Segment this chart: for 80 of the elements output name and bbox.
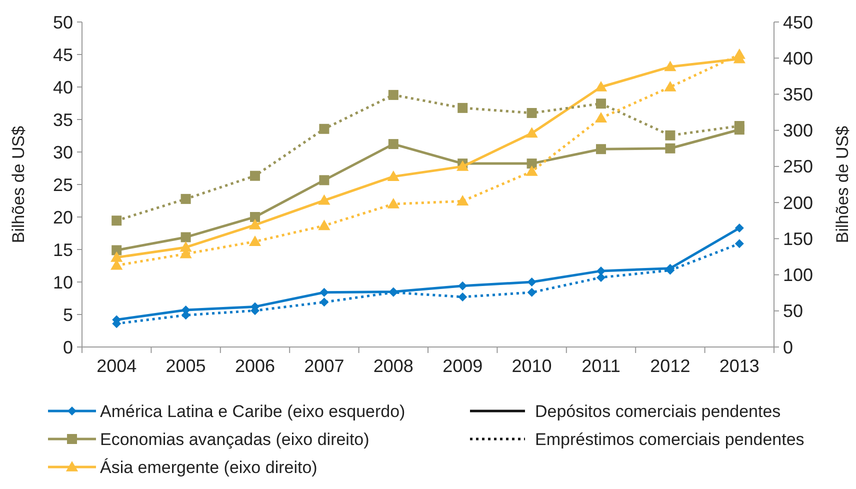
y2-tick-label: 100	[783, 265, 814, 286]
point	[319, 124, 330, 134]
y-tick-label: 25	[52, 174, 73, 195]
y-tick-label: 45	[52, 44, 73, 65]
point	[664, 60, 676, 72]
y-axis-title: Bilhões de US$	[9, 125, 28, 244]
point	[733, 48, 746, 59]
point	[665, 130, 676, 140]
point	[734, 239, 744, 248]
point	[387, 198, 400, 208]
point	[664, 80, 676, 92]
x-tick-label: 2009	[442, 356, 483, 376]
point	[387, 170, 400, 181]
point	[594, 80, 608, 92]
y2-tick-label: 350	[783, 84, 814, 105]
legend-label: Ásia emergente (eixo direito)	[100, 458, 318, 477]
x-tick-label: 2012	[650, 356, 690, 376]
point	[458, 292, 468, 302]
x-tick-label: 2010	[512, 356, 552, 376]
point	[527, 288, 536, 297]
point	[458, 281, 468, 290]
y-tick-label: 15	[52, 240, 73, 260]
x-tick-label: 2013	[719, 356, 760, 376]
text: Empréstimos comerciais pendentes	[535, 430, 804, 449]
point	[388, 90, 398, 100]
y2-tick-label: 250	[783, 156, 814, 177]
x-tick-label: 2007	[304, 356, 344, 376]
y-tick-label: 40	[52, 77, 73, 98]
y2-tick-label: 150	[783, 228, 814, 249]
y-tick-label: 10	[52, 272, 73, 292]
point	[112, 216, 122, 226]
y-tick-label: 30	[52, 142, 73, 162]
y-tick-label: 5	[62, 304, 73, 325]
point	[248, 236, 262, 246]
legend-label: América Latina e Caribe (eixo esquerdo)	[100, 402, 406, 421]
point	[388, 139, 398, 150]
text: Depósitos comerciais pendentes	[535, 402, 781, 421]
point	[180, 194, 191, 204]
y2-tick-label: 0	[783, 337, 794, 358]
point	[248, 218, 262, 230]
point	[734, 224, 744, 233]
legend-label: Economias avançadas (eixo direito)	[100, 430, 370, 449]
point	[456, 195, 469, 206]
y-tick-label: 0	[62, 337, 73, 358]
point	[526, 165, 538, 176]
point	[318, 194, 330, 205]
x-tick-label: 2008	[373, 356, 414, 376]
point	[527, 278, 536, 286]
y-tick-label: 50	[52, 12, 73, 32]
point	[458, 102, 468, 113]
point	[320, 298, 329, 307]
x-tick-label: 2005	[166, 356, 206, 376]
y-tick-label: 20	[52, 207, 73, 228]
point	[596, 98, 606, 109]
point	[596, 266, 606, 276]
point	[665, 143, 676, 154]
point	[180, 232, 191, 242]
point	[526, 108, 537, 118]
point	[110, 251, 123, 262]
point	[526, 127, 538, 138]
y2-axis-title: Bilhões de US$	[833, 125, 852, 244]
point	[250, 170, 260, 181]
point	[319, 175, 330, 186]
point	[734, 121, 744, 131]
point	[320, 288, 329, 297]
point	[596, 144, 606, 154]
point	[526, 158, 537, 169]
x-tick-label: 2004	[96, 356, 137, 376]
point	[112, 245, 122, 256]
point	[594, 112, 608, 122]
point	[318, 220, 330, 230]
y2-tick-label: 200	[783, 192, 814, 213]
y2-tick-label: 50	[783, 301, 804, 322]
y2-tick-label: 300	[783, 120, 814, 141]
x-tick-label: 2011	[582, 356, 620, 376]
y2-tick-label: 400	[783, 48, 814, 68]
y2-tick-label: 450	[783, 12, 814, 32]
point	[250, 212, 260, 222]
x-tick-label: 2006	[234, 356, 276, 376]
y-tick-label: 35	[52, 110, 73, 130]
